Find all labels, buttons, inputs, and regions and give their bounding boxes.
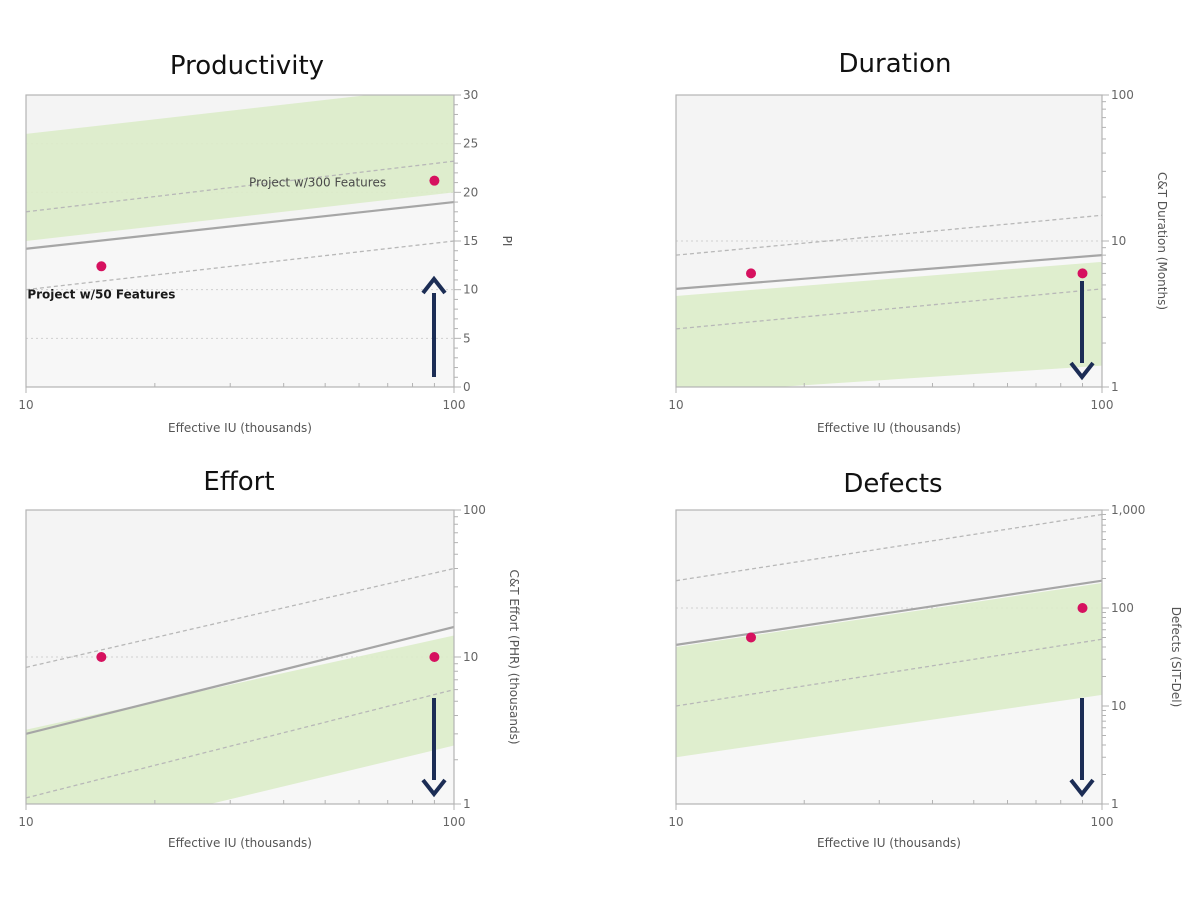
plot-area [26, 510, 454, 804]
y-tick-label: 20 [463, 185, 478, 199]
upper-dashed-line [26, 567, 454, 669]
y-tick-label: 0 [463, 380, 471, 394]
upper-dashed-line [676, 214, 1102, 256]
lower-dashed-line [26, 240, 454, 291]
point-annotation: Project w/50 Features [27, 288, 175, 302]
chart-effort: Effort 1 10 100 10 100 Effective IU (thousan… [18, 467, 521, 850]
target-band [676, 261, 1102, 387]
trend-line [26, 625, 454, 735]
y-tick-label: 1 [463, 797, 471, 811]
axes-layer: 1 10 100 10 100 [668, 88, 1134, 412]
plot-area [676, 510, 1102, 804]
chart-duration: Duration 1 10 100 10 100 Effective IU (thous… [668, 49, 1169, 435]
data-point [96, 261, 107, 272]
x-tick-label: 10 [18, 815, 33, 829]
y-tick-label: 100 [463, 503, 486, 517]
arrow-head [1069, 361, 1095, 381]
lower-region [26, 202, 454, 387]
y-tick-label: 10 [463, 283, 478, 297]
arrow-head [421, 275, 447, 295]
plot-frame [675, 509, 1103, 805]
data-point [429, 652, 440, 662]
y-tick-label: 30 [463, 88, 478, 102]
y-axis-label: C&T Duration (Months) [1155, 172, 1169, 310]
trend-line [26, 200, 454, 250]
data-point [746, 268, 757, 279]
y-tick-label: 15 [463, 234, 478, 248]
chart-defects: Defects 1 10 100 1,000 10 100 Effective IU (t… [668, 469, 1183, 850]
y-tick-label: 100 [1111, 88, 1134, 102]
y-axis-label: C&T Effort (PHR) (thousands) [507, 569, 521, 744]
x-tick-label: 10 [668, 815, 683, 829]
target-band [26, 635, 454, 804]
upper-dashed-line [26, 160, 454, 213]
upper-dashed-line [676, 513, 1102, 582]
chart-title: Duration [839, 49, 952, 79]
x-tick-label: 100 [1091, 398, 1114, 412]
x-axis-label: Effective IU (thousands) [168, 836, 312, 850]
y-tick-label: 5 [463, 331, 471, 345]
axes-layer: 0 5 10 15 20 25 30 10 100 [18, 88, 478, 412]
y-tick-label: 100 [1111, 601, 1134, 615]
x-axis-label: Effective IU (thousands) [817, 421, 961, 435]
trend-line [676, 254, 1102, 290]
axes-layer: 1 10 100 1,000 10 100 [668, 503, 1145, 829]
data-point [429, 175, 440, 186]
y-axis-label: PI [500, 236, 514, 247]
arrow-head [1069, 778, 1095, 798]
upper-region [676, 510, 1102, 645]
chart-title: Defects [843, 469, 942, 499]
x-tick-label: 100 [443, 398, 466, 412]
data-point [96, 652, 107, 662]
lower-dashed-line [26, 688, 454, 799]
chart-title: Productivity [170, 51, 324, 81]
x-tick-label: 10 [18, 398, 33, 412]
x-tick-label: 10 [668, 398, 683, 412]
x-axis-label: Effective IU (thousands) [168, 421, 312, 435]
y-tick-label: 1 [1111, 797, 1119, 811]
x-axis-label: Effective IU (thousands) [817, 836, 961, 850]
plot-area [676, 95, 1102, 387]
y-axis-label: Defects (SIT-Del) [1169, 607, 1183, 708]
direction-arrow [1069, 698, 1095, 798]
y-tick-label: 10 [463, 650, 478, 664]
plot-area: Project w/50 Features Project w/300 Featu… [26, 95, 454, 387]
point-annotation: Project w/300 Features [249, 176, 386, 190]
data-point [746, 632, 757, 643]
arrow-head [421, 778, 447, 798]
lower-dashed-line [676, 638, 1102, 707]
upper-region [676, 95, 1102, 289]
y-tick-label: 10 [1111, 699, 1126, 713]
chart-title: Effort [203, 467, 274, 497]
y-tick-label: 25 [463, 137, 478, 151]
y-tick-label: 1 [1111, 380, 1119, 394]
trend-line [676, 579, 1102, 647]
lower-dashed-line [676, 288, 1102, 330]
y-tick-label: 10 [1111, 234, 1126, 248]
direction-arrow [421, 275, 447, 377]
target-band [676, 582, 1102, 758]
y-tick-label: 1,000 [1111, 503, 1145, 517]
direction-arrow [421, 698, 447, 798]
x-tick-label: 100 [443, 815, 466, 829]
target-band [26, 95, 454, 242]
data-point [1077, 603, 1088, 613]
axes-layer: 1 10 100 10 100 [18, 503, 486, 829]
direction-arrow [1069, 281, 1095, 381]
x-tick-label: 100 [1091, 815, 1114, 829]
chart-productivity: Productivity Project w/50 FeaturesProjec… [18, 51, 514, 435]
upper-region [26, 510, 454, 734]
data-point [1077, 268, 1088, 279]
